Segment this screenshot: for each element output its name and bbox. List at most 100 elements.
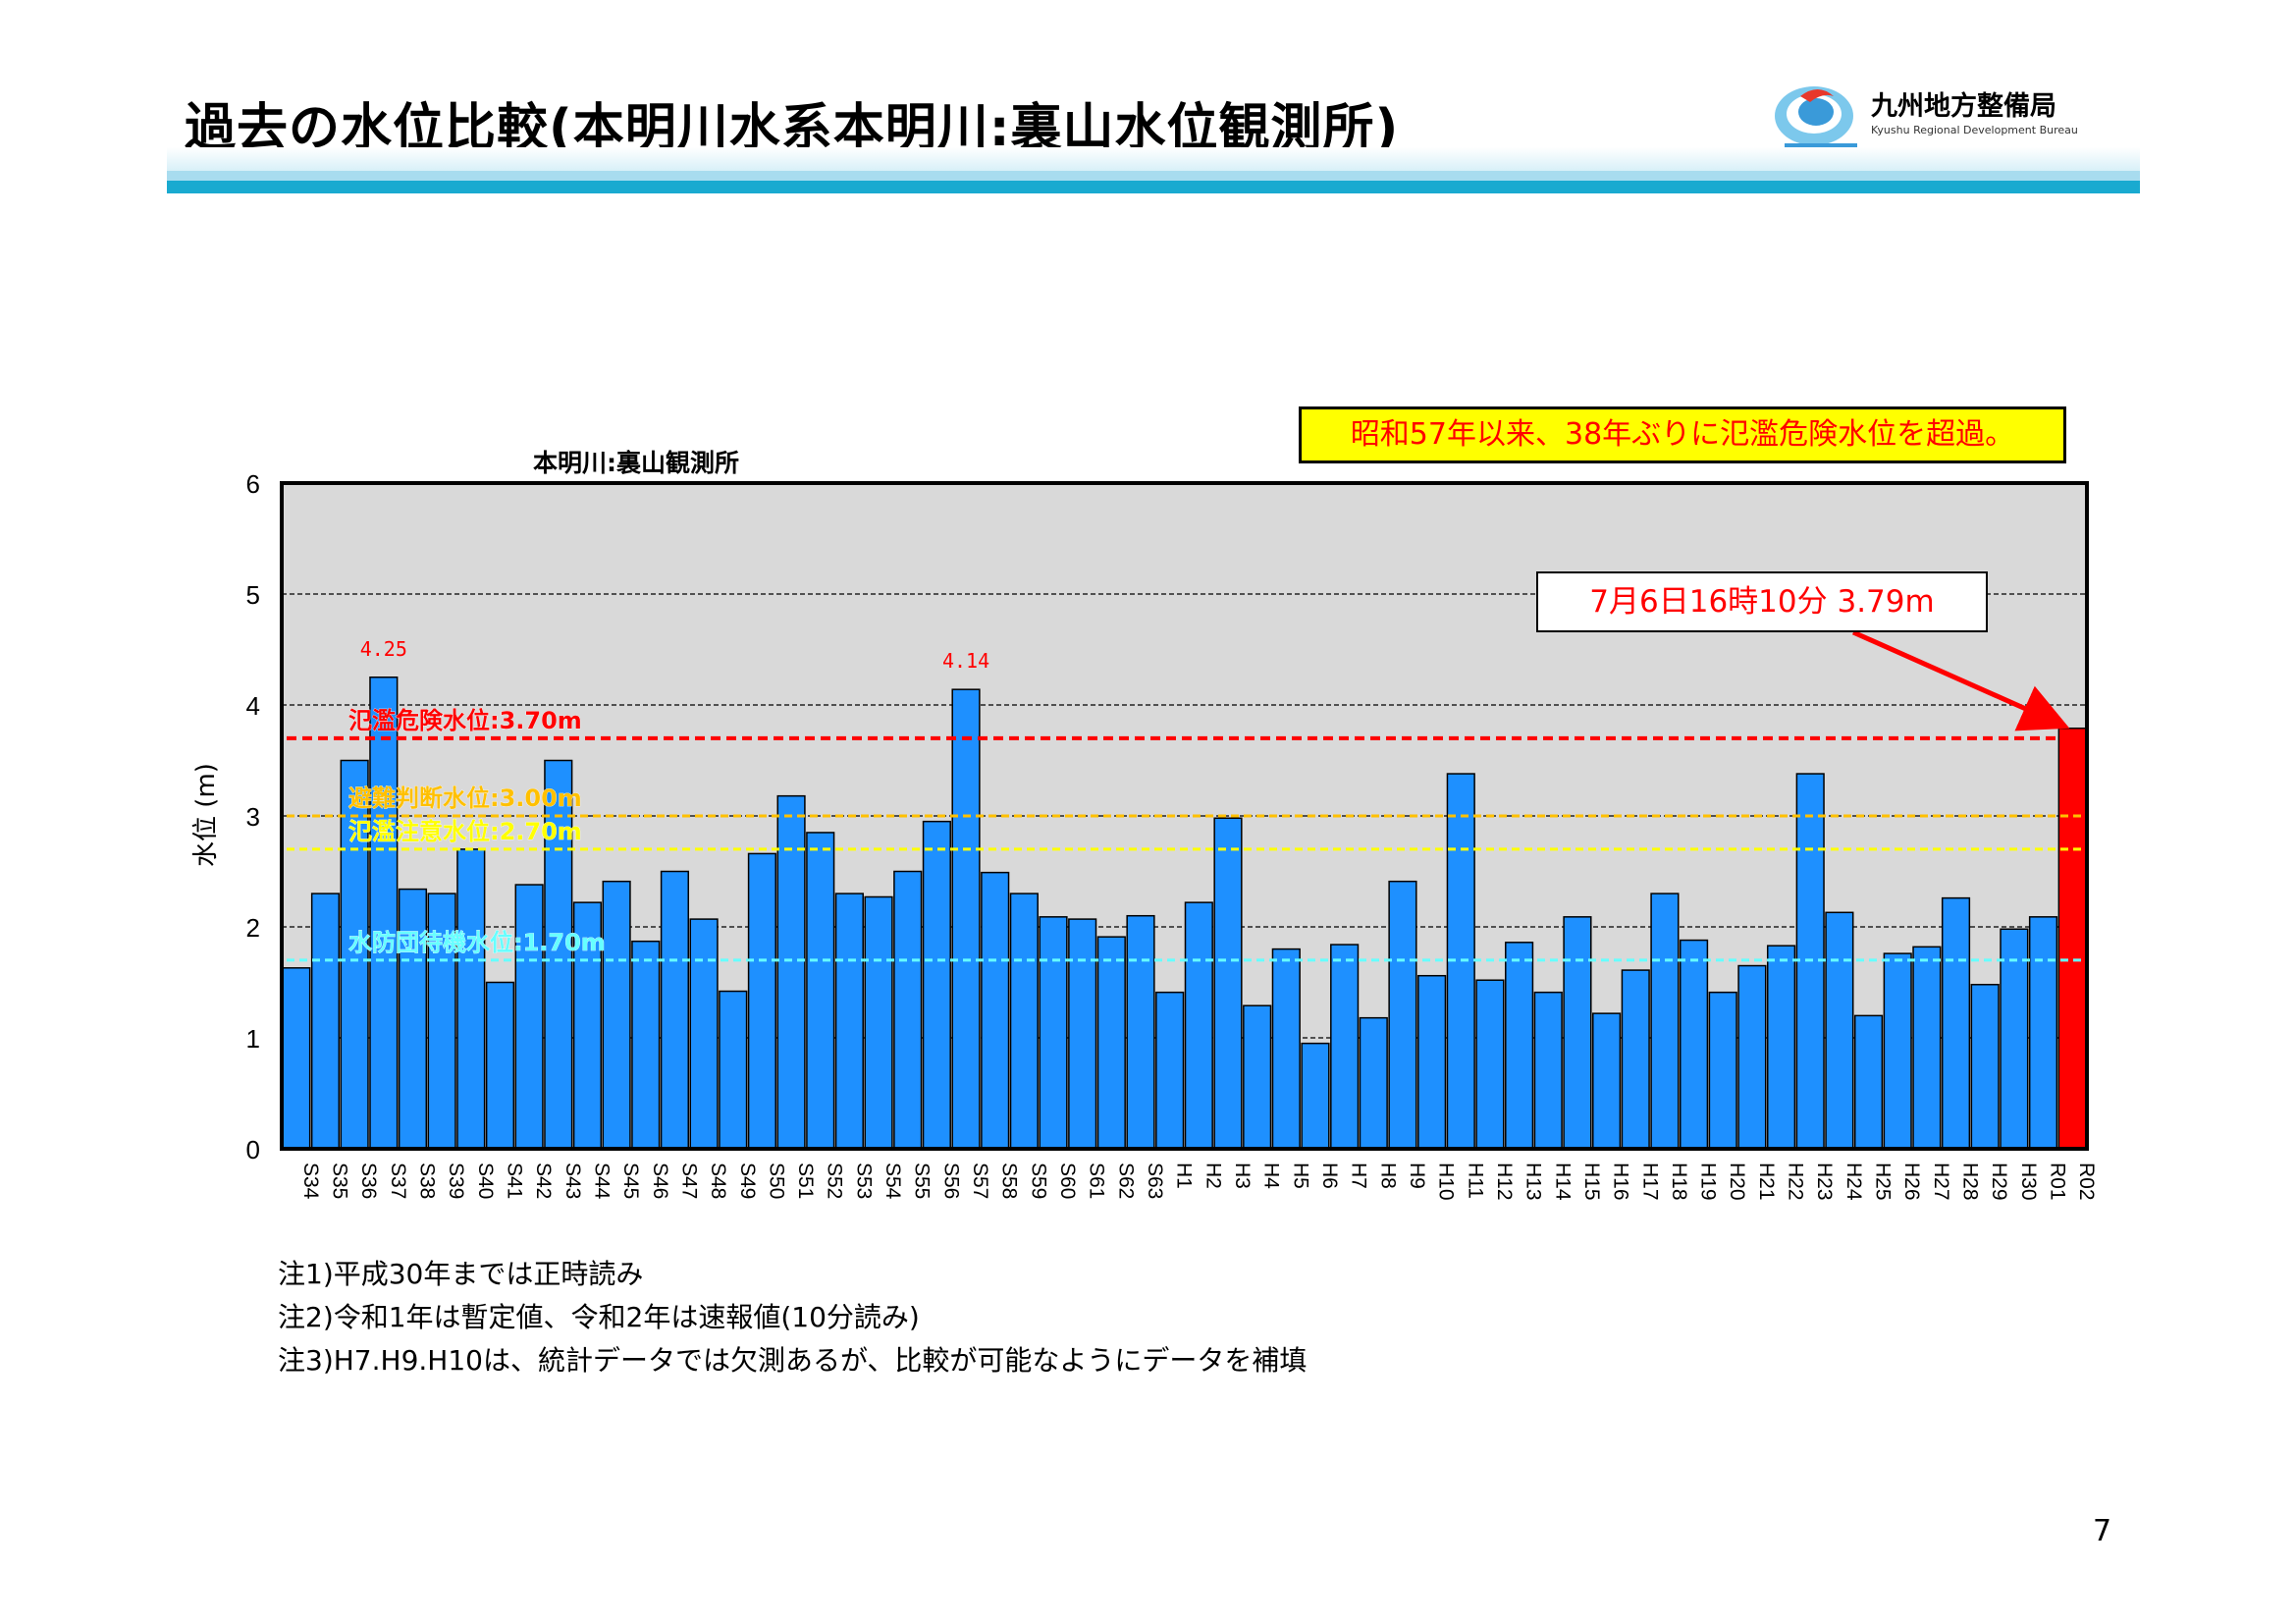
bar: [282, 967, 311, 1150]
bar: [864, 895, 893, 1150]
bar-value-label: 4.25: [360, 637, 407, 661]
bar: [1679, 939, 1709, 1150]
bar: [514, 884, 544, 1150]
header-band-mid: [167, 171, 2140, 181]
x-tick-label: S36: [357, 1163, 380, 1199]
x-tick-label: H19: [1697, 1163, 1720, 1201]
threshold-label: 氾濫危険水位:3.70m: [348, 707, 582, 734]
x-tick-label: H8: [1376, 1163, 1399, 1189]
header-band-light: [167, 147, 2140, 171]
bar: [1737, 964, 1767, 1150]
callout-arrow: [1851, 629, 2070, 731]
x-tick-label: S62: [1114, 1163, 1137, 1199]
x-tick-label: H4: [1260, 1163, 1283, 1189]
x-tick-label: S52: [824, 1163, 846, 1199]
bar: [1563, 916, 1592, 1150]
bar: [1184, 901, 1213, 1150]
bar: [981, 871, 1010, 1150]
x-tick-label: S45: [619, 1163, 642, 1199]
x-tick-label: S49: [736, 1163, 759, 1199]
peak-level-callout: 7月6日16時10分 3.79m: [1536, 571, 1988, 632]
x-tick-label: S63: [1144, 1163, 1166, 1199]
bar: [1096, 936, 1126, 1150]
bar: [1213, 817, 1243, 1150]
bar: [1533, 991, 1563, 1150]
bar: [1301, 1042, 1330, 1150]
bar: [485, 981, 515, 1150]
threshold-label: 氾濫注意水位:2.70m: [348, 818, 582, 845]
chart-title: 本明川:裏山観測所: [533, 449, 739, 477]
bar: [2028, 916, 2058, 1150]
x-tick-label: S59: [1027, 1163, 1049, 1199]
bar: [2000, 928, 2029, 1150]
x-tick-label: S41: [503, 1163, 525, 1199]
y-tick-label: 1: [246, 1024, 260, 1054]
threshold-label: 水防団待機水位:1.70m: [348, 929, 606, 956]
bar: [834, 893, 864, 1150]
y-tick-label: 0: [246, 1135, 260, 1164]
exceedance-callout: 昭和57年以来、38年ぶりに氾濫危険水位を超過。: [1299, 406, 2066, 463]
y-axis-label: 水位 (m): [191, 763, 221, 867]
bar: [1853, 1014, 1884, 1150]
bar: [1912, 946, 1942, 1150]
bar: [1475, 979, 1505, 1150]
bar: [1068, 918, 1097, 1150]
bar: [1243, 1004, 1272, 1150]
x-tick-label: S35: [328, 1163, 350, 1199]
footnotes: 注1)平成30年までは正時読み 注2)令和1年は暫定値、令和2年は速報値(10分…: [278, 1253, 1307, 1382]
bar: [719, 990, 748, 1150]
x-tick-label: H30: [2017, 1163, 2040, 1201]
x-tick-label: S39: [445, 1163, 467, 1199]
threshold-label: 避難判断水位:3.00m: [348, 785, 582, 812]
x-tick-label: H10: [1435, 1163, 1458, 1201]
organization-subtitle: Kyushu Regional Development Bureau: [1871, 124, 2078, 136]
x-tick-label: H1: [1173, 1163, 1196, 1189]
kyushu-bureau-logo-icon: [1775, 86, 1857, 147]
bar: [340, 759, 369, 1150]
x-tick-label: R01: [2047, 1163, 2069, 1201]
x-tick-label: S53: [852, 1163, 875, 1199]
x-tick-label: H15: [1580, 1163, 1603, 1201]
x-tick-label: H18: [1668, 1163, 1690, 1201]
bar: [572, 901, 603, 1150]
bar: [631, 940, 661, 1150]
x-tick-label: H27: [1930, 1163, 1952, 1201]
bar: [1039, 916, 1068, 1150]
x-tick-label: S47: [677, 1163, 700, 1199]
x-tick-label: S46: [649, 1163, 671, 1199]
bar: [1417, 974, 1447, 1150]
bar: [747, 852, 776, 1150]
x-tick-label: H6: [1318, 1163, 1341, 1189]
x-tick-label: H5: [1289, 1163, 1311, 1189]
x-tick-label: R02: [2075, 1163, 2098, 1201]
x-tick-label: H2: [1201, 1163, 1224, 1189]
bar: [806, 832, 835, 1150]
x-tick-label: H3: [1231, 1163, 1254, 1189]
y-tick-label: 5: [246, 580, 260, 610]
x-tick-label: S51: [794, 1163, 817, 1199]
bar: [1126, 914, 1155, 1150]
x-tick-label: H11: [1464, 1163, 1486, 1199]
bar: [1271, 947, 1301, 1150]
x-tick-label: H25: [1872, 1163, 1895, 1201]
x-tick-label: S48: [707, 1163, 729, 1199]
y-tick-label: 6: [246, 469, 260, 499]
organization-logo: 九州地方整備局 Kyushu Regional Development Bure…: [1773, 75, 2146, 153]
x-tick-label: H14: [1551, 1163, 1574, 1201]
x-tick-label: S40: [474, 1163, 497, 1199]
bar: [1330, 944, 1360, 1150]
bar: [660, 870, 690, 1150]
bar: [310, 893, 341, 1150]
x-tick-label: S57: [969, 1163, 991, 1199]
x-tick-label: H24: [1842, 1163, 1865, 1201]
y-tick-label: 2: [246, 913, 260, 943]
plot-border: [280, 481, 2089, 1151]
bar: [456, 848, 486, 1150]
x-tick-label: S44: [590, 1163, 613, 1200]
x-tick-label: S50: [765, 1163, 787, 1199]
x-tick-label: S34: [299, 1163, 322, 1200]
footnote-2: 注2)令和1年は暫定値、令和2年は速報値(10分読み): [278, 1301, 920, 1333]
x-tick-label: S38: [415, 1163, 438, 1199]
bar: [1766, 945, 1796, 1150]
bar-value-label: 4.14: [942, 649, 989, 673]
